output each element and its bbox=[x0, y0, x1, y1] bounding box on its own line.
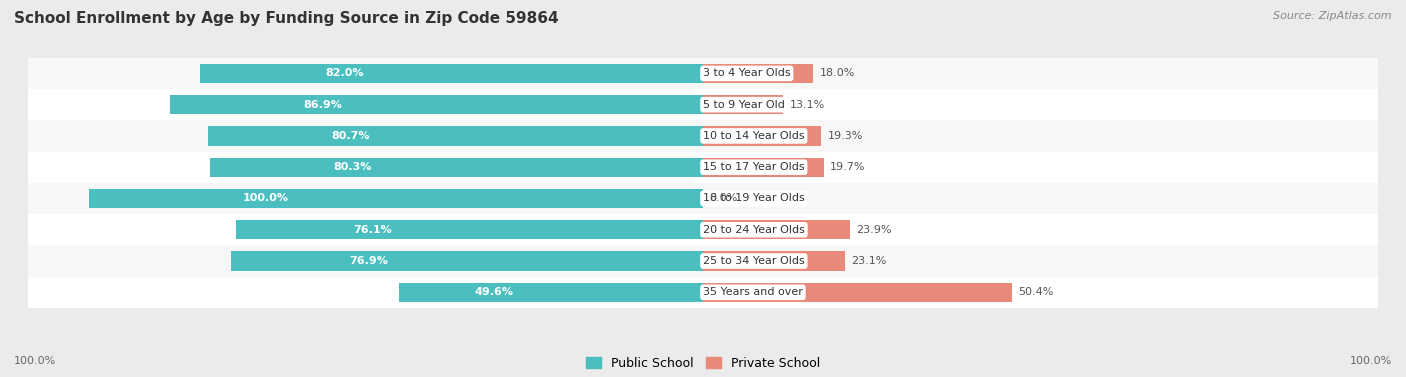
Bar bbox=[28, 89, 1378, 120]
Text: 20 to 24 Year Olds: 20 to 24 Year Olds bbox=[703, 225, 804, 235]
Bar bbox=[28, 183, 1378, 214]
Bar bbox=[703, 158, 824, 177]
Bar bbox=[231, 251, 703, 271]
Bar bbox=[28, 58, 1378, 89]
Text: 19.7%: 19.7% bbox=[830, 162, 866, 172]
Text: 23.9%: 23.9% bbox=[856, 225, 891, 235]
Text: School Enrollment by Age by Funding Source in Zip Code 59864: School Enrollment by Age by Funding Sour… bbox=[14, 11, 558, 26]
Text: 18 to 19 Year Olds: 18 to 19 Year Olds bbox=[703, 193, 804, 204]
Text: 19.3%: 19.3% bbox=[828, 131, 863, 141]
Text: 100.0%: 100.0% bbox=[1350, 356, 1392, 366]
Text: 15 to 17 Year Olds: 15 to 17 Year Olds bbox=[703, 162, 804, 172]
Bar bbox=[236, 220, 703, 239]
Bar bbox=[208, 126, 703, 146]
Bar bbox=[200, 64, 703, 83]
Bar bbox=[703, 64, 814, 83]
Text: 50.4%: 50.4% bbox=[1018, 287, 1053, 297]
Text: 76.9%: 76.9% bbox=[349, 256, 388, 266]
Bar bbox=[170, 95, 703, 114]
Text: 18.0%: 18.0% bbox=[820, 68, 855, 78]
Text: 35 Years and over: 35 Years and over bbox=[703, 287, 803, 297]
Bar bbox=[703, 95, 783, 114]
Bar bbox=[28, 245, 1378, 277]
Text: 0.0%: 0.0% bbox=[709, 193, 737, 204]
Bar bbox=[28, 214, 1378, 245]
Bar bbox=[399, 283, 703, 302]
Bar bbox=[28, 277, 1378, 308]
Bar bbox=[28, 152, 1378, 183]
Text: Source: ZipAtlas.com: Source: ZipAtlas.com bbox=[1274, 11, 1392, 21]
Text: 100.0%: 100.0% bbox=[243, 193, 288, 204]
Text: 5 to 9 Year Old: 5 to 9 Year Old bbox=[703, 100, 785, 110]
Text: 25 to 34 Year Olds: 25 to 34 Year Olds bbox=[703, 256, 804, 266]
Bar bbox=[703, 283, 1012, 302]
Text: 86.9%: 86.9% bbox=[304, 100, 342, 110]
Text: 80.3%: 80.3% bbox=[333, 162, 371, 172]
Bar bbox=[703, 220, 849, 239]
Legend: Public School, Private School: Public School, Private School bbox=[581, 352, 825, 375]
Bar bbox=[703, 251, 845, 271]
Bar bbox=[703, 126, 821, 146]
Text: 10 to 14 Year Olds: 10 to 14 Year Olds bbox=[703, 131, 804, 141]
Text: 13.1%: 13.1% bbox=[790, 100, 825, 110]
Text: 82.0%: 82.0% bbox=[326, 68, 364, 78]
Text: 100.0%: 100.0% bbox=[14, 356, 56, 366]
Bar bbox=[28, 120, 1378, 152]
Text: 3 to 4 Year Olds: 3 to 4 Year Olds bbox=[703, 68, 790, 78]
Text: 80.7%: 80.7% bbox=[332, 131, 370, 141]
Text: 23.1%: 23.1% bbox=[851, 256, 886, 266]
Text: 49.6%: 49.6% bbox=[475, 287, 513, 297]
Text: 76.1%: 76.1% bbox=[353, 225, 392, 235]
Bar bbox=[211, 158, 703, 177]
Bar bbox=[90, 189, 703, 208]
